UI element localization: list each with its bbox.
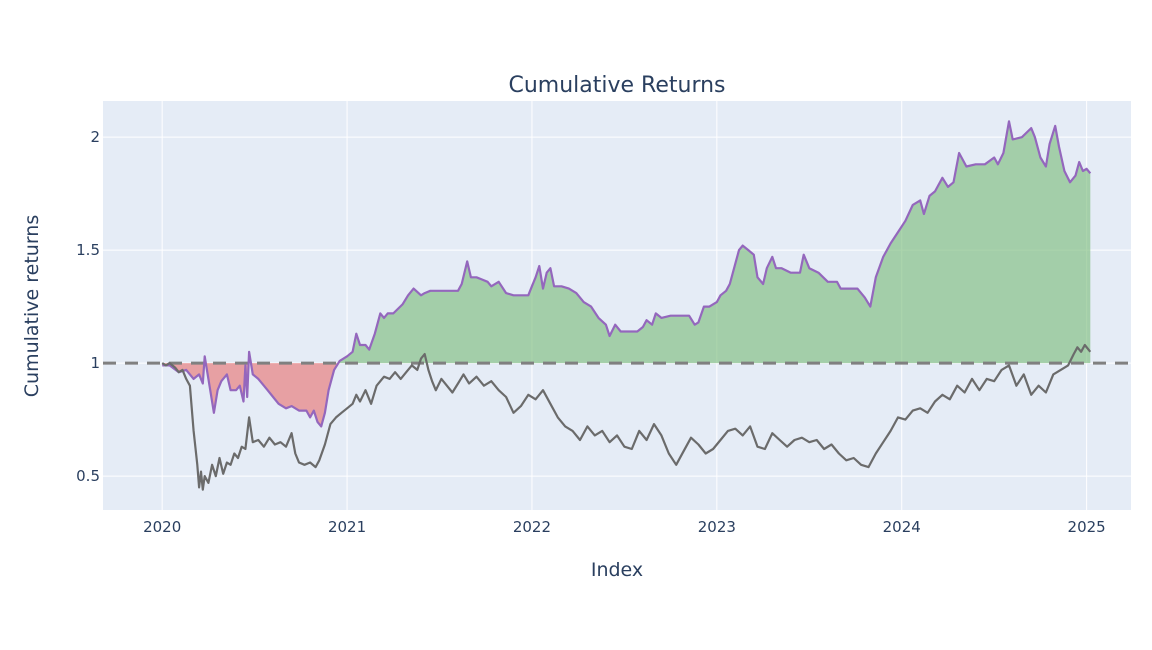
y-axis-title: Cumulative returns: [21, 215, 43, 397]
y-tick-label: 1: [90, 354, 100, 372]
x-tick-label: 2024: [883, 518, 921, 536]
x-tick-label: 2022: [513, 518, 551, 536]
series-lines: [161, 120, 1092, 491]
tick-labels: 2020 2021 2022 2023 2024 2025 0.5 1 1.5 2: [76, 128, 1106, 536]
x-tick-label: 2025: [1068, 518, 1106, 536]
benchmark-line: [161, 343, 1092, 491]
x-tick-label: 2021: [328, 518, 366, 536]
y-tick-label: 2: [90, 128, 100, 146]
chart-title: Cumulative Returns: [508, 73, 725, 98]
underperformance-fill: [250, 363, 339, 427]
x-axis-title: Index: [591, 559, 643, 581]
x-tick-label: 2020: [143, 518, 181, 536]
x-tick-label: 2023: [698, 518, 736, 536]
strategy-line: [162, 120, 1092, 428]
y-tick-label: 1.5: [76, 241, 100, 259]
y-tick-label: 0.5: [76, 467, 100, 485]
outperformance-fill: [338, 121, 1091, 364]
underperformance-fill: [205, 363, 249, 413]
